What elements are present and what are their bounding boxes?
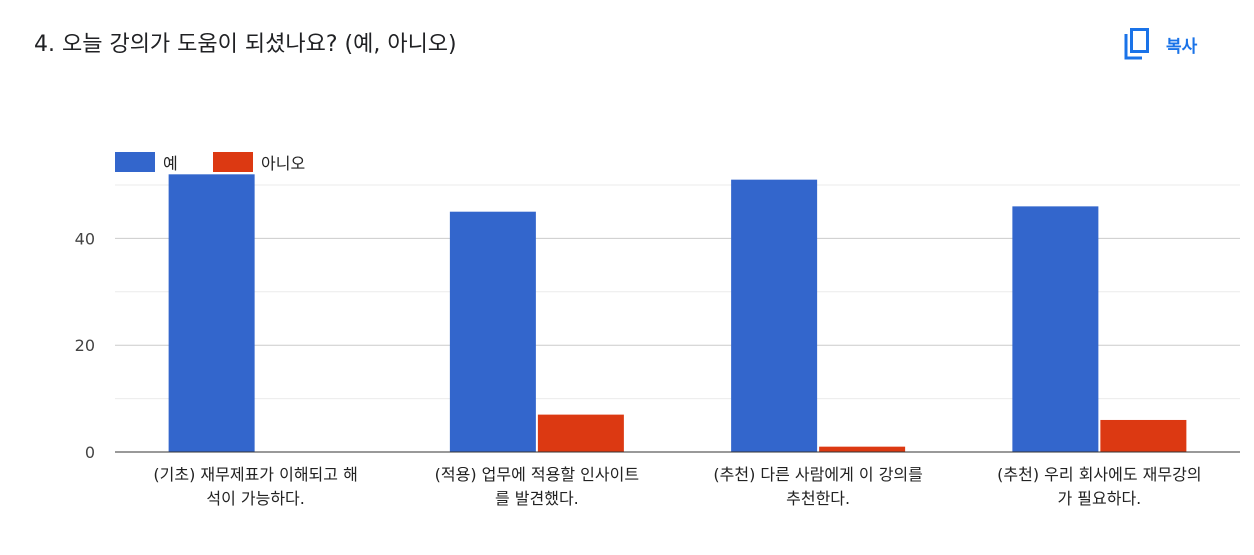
bar-yes[interactable] [449, 211, 536, 452]
legend-swatch-yes [115, 152, 155, 172]
y-tick-label: 40 [75, 229, 95, 248]
x-category-label: 추천한다. [786, 489, 850, 508]
y-tick-label: 0 [85, 443, 95, 462]
legend-label-yes: 예 [163, 154, 178, 173]
copy-button-label: 복사 [1166, 36, 1198, 57]
chart-legend: 예 아니오 [115, 152, 305, 173]
chart-bars [168, 174, 1187, 452]
bar-no[interactable] [537, 414, 624, 452]
bar-no[interactable] [1100, 419, 1187, 452]
x-category-label: 가 필요하다. [1057, 489, 1141, 508]
legend-label-no: 아니오 [261, 154, 305, 173]
x-category-label: 석이 가능하다. [206, 489, 305, 508]
x-category-label: 를 발견했다. [495, 489, 579, 508]
copy-icon [1122, 26, 1152, 62]
legend-swatch-no [213, 152, 253, 172]
bar-yes[interactable] [1012, 206, 1099, 452]
x-category-label: (추천) 우리 회사에도 재무강의 [997, 465, 1201, 484]
copy-button[interactable]: 복사 [1122, 26, 1197, 62]
x-category-label: (추천) 다른 사람에게 이 강의를 [713, 465, 922, 484]
bar-yes[interactable] [168, 174, 255, 452]
bar-yes[interactable] [731, 179, 818, 452]
x-category-label: (적용) 업무에 적용할 인사이트 [435, 465, 639, 484]
question-title: 4. 오늘 강의가 도움이 되셨나요? (예, 아니오) [34, 32, 457, 57]
chart-axis: 0 20 40 (기초) 재무제표가 이해되고 해석이 가능하다. (적용) 업무에 적… [75, 229, 1240, 508]
x-category-label: (기초) 재무제표가 이해되고 해 [153, 465, 357, 484]
bar-no[interactable] [819, 446, 906, 452]
y-tick-label: 20 [75, 336, 95, 355]
